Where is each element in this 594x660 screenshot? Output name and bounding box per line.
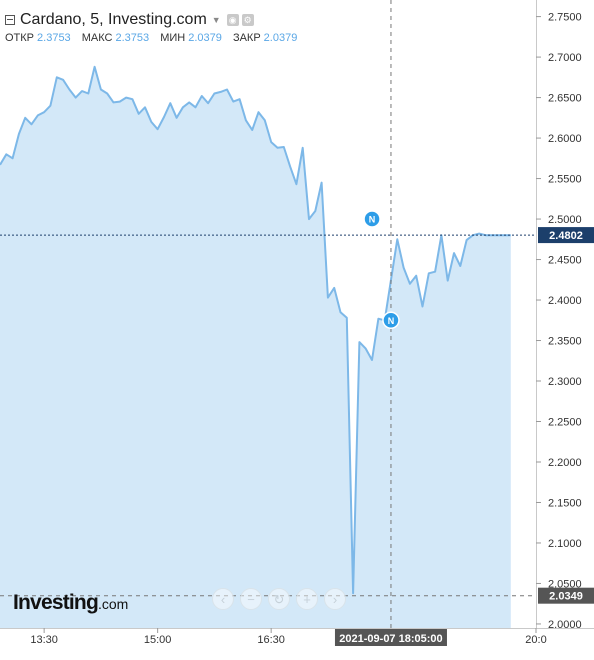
investing-logo: Investing.com [13,591,128,615]
chart-header: Cardano, 5, Investing.com ▼ ◉ ⚙ ОТКР 2.37… [5,10,525,44]
zoom-out-button[interactable]: − [240,588,262,610]
collapse-icon[interactable] [5,15,15,25]
y-tick-label: 2.2000 [548,457,582,469]
y-tick-label: 2.6500 [548,93,582,105]
area-layer [0,65,511,629]
close-value: 2.0379 [263,32,298,44]
high-label: МАКС [81,32,113,44]
low-label: МИН [160,32,186,44]
scroll-right-button[interactable]: › [324,588,346,610]
news-marker-label: N [369,215,376,225]
news-marker[interactable]: N [363,210,381,228]
close-label: ЗАКР [232,32,261,44]
y-tick-label: 2.5500 [548,174,582,186]
news-marker-circle [382,311,400,330]
crosshair-price-label: 2.0349 [549,591,583,603]
x-tick-label: 15:00 [144,634,172,646]
eye-icon[interactable]: ◉ [226,14,239,26]
current-price-label-bg [538,227,594,244]
y-tick-label: 2.1000 [548,538,582,550]
y-tick-label: 2.4000 [548,295,582,307]
current-price-label: 2.4802 [549,230,583,242]
open-value: 2.3753 [37,32,71,44]
scroll-left-button[interactable]: ‹ [212,588,234,610]
y-tick-label: 2.6000 [548,133,582,145]
high-value: 2.3753 [115,32,150,44]
chart-navigation: ‹ − ↻ + › [212,588,346,610]
y-tick-label: 2.7500 [548,12,582,24]
y-tick-label: 2.2500 [548,417,582,429]
y-tick-label: 2.7000 [548,52,582,64]
y-tick-label: 2.0500 [548,578,582,590]
news-marker-circle [363,210,381,228]
x-tick-label: 13:30 [30,634,58,646]
chart-title: Cardano, 5, Investing.com [20,11,207,28]
logo-main: Investing [13,591,99,614]
crosshair-time-label: 2021-09-07 18:05:00 [339,633,442,645]
gear-icon[interactable]: ⚙ [241,14,254,26]
y-tick-label: 2.3500 [548,336,582,348]
logo-suffix: .com [97,596,129,612]
series-area [0,66,511,629]
news-marker[interactable]: N [382,311,400,330]
series-line [0,65,511,595]
ohlc-row: ОТКР 2.3753 МАКС 2.3753 МИН 2.0379 ЗАКР 2.03… [5,32,525,44]
news-marker-label: N [388,316,395,326]
crosshair-price-label-bg [538,587,594,604]
axis-layer: 2.7500 2.7000 2.6500 2.6000 2.5500 2.5000 2.45… [0,0,594,646]
y-tick-label: 2.0000 [548,619,582,631]
crosshair-time-label-bg [334,629,447,646]
zoom-in-button[interactable]: + [296,588,318,610]
x-tick-label: 16:30 [257,634,285,646]
chevron-down-icon[interactable]: ▼ [211,15,221,25]
x-tick-label: 20:0 [525,634,546,646]
marker-layer: NN [363,210,400,330]
y-tick-label: 2.3000 [548,376,582,388]
y-tick-label: 2.5000 [548,214,582,226]
low-value: 2.0379 [188,32,222,44]
open-label: ОТКР [5,32,35,44]
reset-button[interactable]: ↻ [268,588,290,610]
y-tick-label: 2.1500 [548,497,582,509]
y-tick-label: 2.4500 [548,255,582,267]
